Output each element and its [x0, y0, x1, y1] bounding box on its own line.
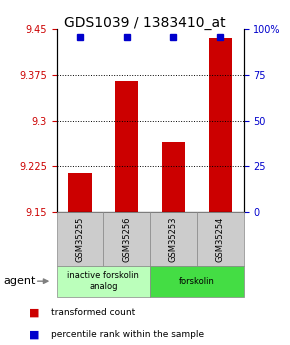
- Text: GSM35255: GSM35255: [75, 216, 84, 262]
- Text: transformed count: transformed count: [51, 308, 135, 317]
- Bar: [209, 38, 232, 212]
- Bar: [115, 81, 138, 212]
- Text: GDS1039 / 1383410_at: GDS1039 / 1383410_at: [64, 16, 226, 30]
- Bar: [68, 172, 92, 212]
- Text: inactive forskolin
analog: inactive forskolin analog: [67, 272, 139, 291]
- Text: ■: ■: [29, 307, 39, 317]
- Text: percentile rank within the sample: percentile rank within the sample: [51, 330, 204, 339]
- Bar: [162, 142, 185, 212]
- Text: GSM35256: GSM35256: [122, 216, 131, 262]
- Text: forskolin: forskolin: [179, 277, 215, 286]
- Text: GSM35253: GSM35253: [169, 216, 178, 262]
- Text: GSM35254: GSM35254: [216, 216, 225, 262]
- Text: agent: agent: [3, 276, 35, 286]
- Text: ■: ■: [29, 330, 39, 339]
